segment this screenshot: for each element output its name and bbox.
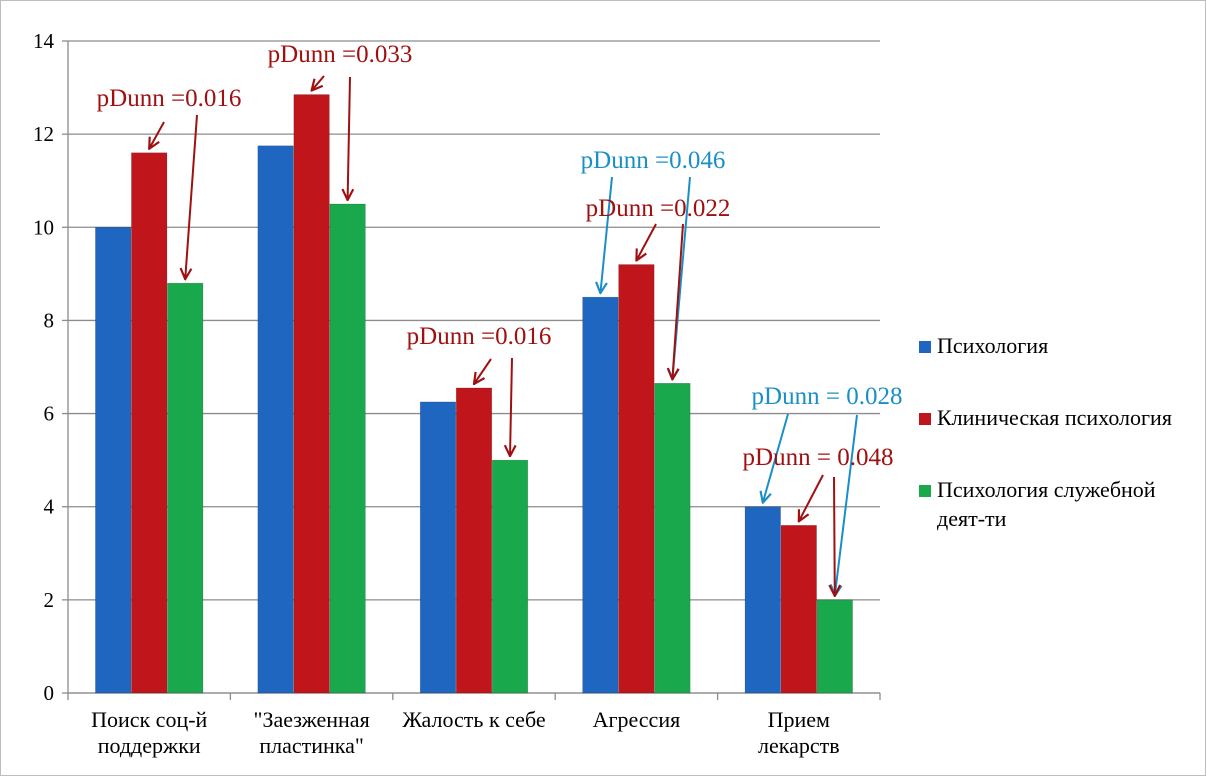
legend-label: Психология bbox=[937, 333, 1048, 358]
y-tick-label: 4 bbox=[44, 495, 55, 519]
annotation-label: pDunn = 0.028 bbox=[752, 383, 903, 410]
annotation-arrow bbox=[149, 121, 165, 149]
x-tick-label: Жалость к себе bbox=[402, 707, 545, 732]
bar bbox=[744, 506, 781, 694]
x-tick-label: Прием лекарств bbox=[758, 707, 840, 758]
annotation-arrow bbox=[799, 474, 824, 521]
bar bbox=[293, 94, 330, 694]
annotation-label: pDunn =0.016 bbox=[407, 323, 552, 350]
legend-label: Клиническая психология bbox=[937, 405, 1172, 430]
annotation-label: pDunn = 0.048 bbox=[743, 444, 894, 471]
annotation-arrow bbox=[763, 413, 789, 503]
legend-swatch bbox=[919, 413, 931, 425]
bar bbox=[618, 264, 655, 694]
y-tick-label: 10 bbox=[33, 215, 54, 239]
y-tick-label: 12 bbox=[33, 122, 54, 146]
annotation-arrow bbox=[348, 76, 350, 200]
x-tick-label: Поиск соц-й поддержки bbox=[91, 707, 207, 758]
annotation-arrow bbox=[510, 357, 512, 456]
bar bbox=[780, 525, 817, 694]
annotation-label: pDunn =0.046 bbox=[581, 147, 726, 174]
annotation-arrow bbox=[474, 358, 492, 384]
annotation-arrow bbox=[312, 75, 325, 91]
annotation-label: pDunn =0.033 bbox=[268, 41, 413, 68]
annotation-arrow bbox=[600, 176, 613, 293]
bar bbox=[582, 296, 619, 694]
legend-label: Психология служебной деят-ти bbox=[937, 477, 1156, 531]
x-tick-label: Агрессия bbox=[593, 707, 681, 732]
annotation-arrow bbox=[835, 414, 858, 596]
legend-swatch bbox=[919, 341, 931, 353]
bar bbox=[329, 203, 366, 694]
y-tick-label: 2 bbox=[44, 588, 55, 612]
legend-swatch bbox=[919, 485, 931, 497]
bar bbox=[491, 459, 529, 694]
bar bbox=[95, 226, 132, 694]
y-tick-label: 0 bbox=[44, 681, 55, 705]
bar bbox=[816, 599, 853, 694]
y-tick-label: 14 bbox=[33, 29, 55, 53]
annotation-arrow bbox=[636, 223, 657, 261]
annotation-arrow bbox=[834, 476, 835, 596]
bar bbox=[654, 382, 691, 694]
bar bbox=[419, 401, 457, 694]
bar bbox=[257, 145, 294, 694]
annotation-arrow bbox=[185, 114, 198, 279]
x-tick-label: "Заезженная пластинка" bbox=[253, 707, 369, 758]
bar bbox=[167, 282, 204, 694]
bar bbox=[455, 387, 493, 694]
y-tick-label: 8 bbox=[44, 308, 55, 332]
annotation-label: pDunn =0.022 bbox=[586, 195, 731, 222]
y-tick-label: 6 bbox=[44, 402, 55, 426]
annotation-arrow bbox=[672, 223, 684, 379]
annotation-label: pDunn =0.016 bbox=[97, 85, 242, 112]
bar bbox=[131, 152, 168, 694]
